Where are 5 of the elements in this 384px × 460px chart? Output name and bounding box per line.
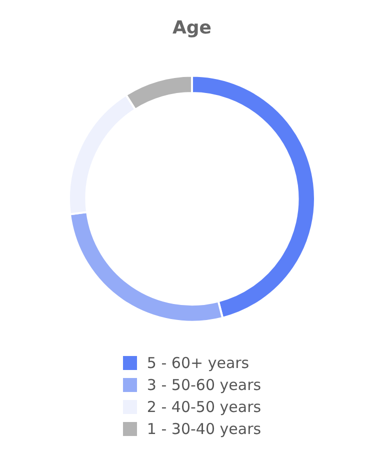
legend-label: 5 - 60+ years	[146, 354, 250, 372]
legend-label: 2 - 40-50 years	[146, 398, 262, 416]
chart-title: Age	[172, 17, 212, 38]
legend-label: 3 - 50-60 years	[146, 376, 262, 394]
legend-label: 1 - 30-40 years	[146, 420, 262, 438]
